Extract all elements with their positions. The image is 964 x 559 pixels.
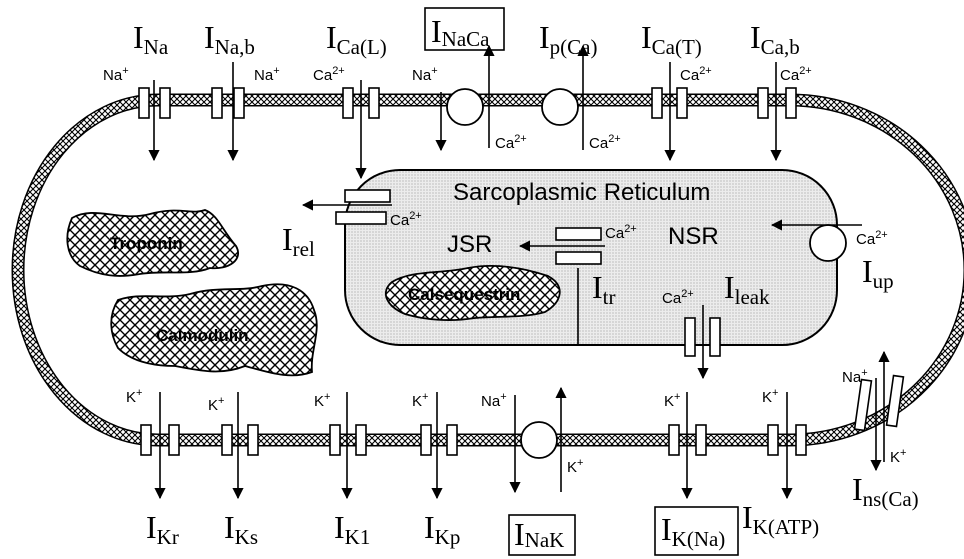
nsr-label: NSR: [668, 223, 719, 250]
sr-title: Sarcoplasmic Reticulum: [453, 179, 710, 206]
jsr-label: JSR: [447, 231, 492, 258]
cell-membrane: [11, 93, 964, 447]
inaca-label-box: [424, 7, 505, 51]
ion-k-iks: K+: [208, 395, 224, 414]
inaca-exchanger: [435, 44, 495, 152]
ion-ca-icat: Ca2+: [680, 65, 712, 84]
insca-label: Ins(Ca): [852, 471, 919, 511]
ical-channel: [342, 80, 380, 180]
ikatp-channel: [767, 392, 807, 500]
ik1-channel: [329, 392, 367, 500]
ion-na-inak: Na+: [481, 391, 507, 410]
inak-pump: [509, 386, 567, 494]
icab-channel: [757, 62, 797, 162]
irel-channel: [301, 189, 392, 225]
ion-na-insca: Na+: [842, 367, 868, 386]
ion-k-ik1: K+: [314, 391, 330, 410]
ikp-label: IKp: [424, 509, 460, 549]
ion-k-ikna: K+: [664, 391, 680, 410]
itr-label: Itr: [592, 269, 615, 309]
ion-ca-ipca: Ca2+: [589, 133, 621, 152]
iup-label: Iup: [862, 253, 894, 293]
icab-label: ICa,b: [750, 19, 800, 59]
inak-label: INaK: [514, 516, 564, 552]
ion-ca-ical: Ca2+: [313, 65, 345, 84]
ion-k-ikr: K+: [126, 387, 142, 406]
ikr-label: IKr: [146, 509, 179, 549]
ion-ca-iup: Ca2+: [856, 229, 888, 248]
inaca-label: INaCa: [431, 13, 490, 51]
calsequestrin-label: Calsequestrin: [408, 285, 520, 304]
ion-k-insca: K+: [890, 447, 906, 466]
icat-channel: [651, 62, 688, 162]
ipca-label: Ip(Ca): [539, 19, 597, 59]
ion-na-inaca: Na+: [412, 65, 438, 84]
inak-label-box: [508, 514, 576, 556]
inab-channel: [211, 62, 245, 162]
insca-channel: [853, 350, 905, 472]
ion-na-inab: Na+: [254, 65, 280, 84]
ikna-label: IK(Na): [661, 511, 725, 551]
ikp-channel: [420, 392, 458, 500]
ion-k-inak: K+: [567, 457, 583, 476]
ion-ca-inaca: Ca2+: [495, 133, 527, 152]
ileak-label: Ileak: [724, 269, 770, 309]
ion-ca-irel: Ca2+: [390, 210, 422, 229]
calmodulin-label: Calmodulin: [156, 326, 249, 345]
inab-label: INa,b: [204, 19, 255, 59]
ikna-channel: [668, 392, 707, 500]
ion-na-ina: Na+: [103, 65, 129, 84]
ion-k-ikp: K+: [412, 391, 428, 410]
itr-channel: [518, 227, 605, 265]
ikr-channel: [140, 392, 180, 500]
troponin-label: Troponin: [110, 234, 183, 253]
ikna-label-box: [654, 506, 739, 556]
ina-channel: [138, 80, 171, 162]
ical-label: ICa(L): [326, 19, 387, 59]
ion-k-ikatp: K+: [762, 387, 778, 406]
ion-ca-itr: Ca2+: [605, 223, 637, 242]
ion-ca-ileak: Ca2+: [662, 288, 694, 307]
iks-channel: [221, 392, 259, 500]
iks-label: IKs: [224, 509, 258, 549]
irel-label: Irel: [282, 221, 315, 261]
ik1-label: IK1: [334, 509, 370, 549]
ion-ca-icab: Ca2+: [780, 65, 812, 84]
ina-label: INa: [133, 19, 169, 59]
troponin-blob: [66, 209, 239, 277]
ikatp-label: IK(ATP): [742, 499, 819, 539]
ipca-pump: [541, 44, 589, 150]
icat-label: ICa(T): [641, 19, 702, 59]
iup-pump: [770, 219, 862, 262]
ileak-channel: [684, 305, 721, 380]
calsequestrin-blob: [384, 265, 561, 321]
calmodulin-blob: [110, 283, 318, 377]
